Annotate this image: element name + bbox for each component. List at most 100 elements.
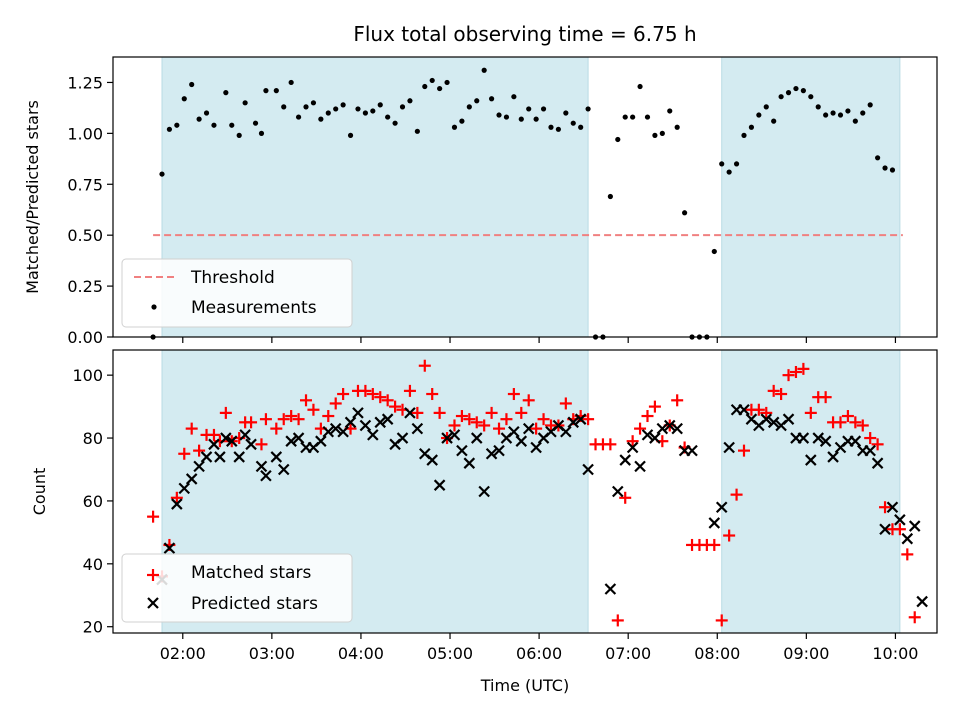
predicted-star-point: [456, 444, 468, 457]
predicted-star-point: [478, 485, 490, 498]
predicted-star-point: [404, 407, 416, 419]
measurement-point: [229, 122, 235, 128]
matched-star-point: [329, 397, 342, 410]
matched-star-point: [259, 413, 272, 426]
predicted-star-point: [649, 432, 661, 444]
matched-star-point: [559, 397, 572, 410]
x-axis-title: Time (UTC): [480, 676, 569, 695]
matched-star-point: [448, 419, 461, 432]
matched-star-point: [455, 410, 468, 423]
top-y-axis-title: Matched/Predicted stars: [23, 100, 42, 294]
matched-star-point: [582, 413, 595, 426]
measurement-point: [533, 116, 539, 122]
matched-star-point: [500, 413, 513, 426]
y-tick-label: 40: [83, 555, 103, 574]
predicted-star-point: [634, 460, 646, 473]
y-tick-label: 1.25: [67, 73, 103, 92]
matched-star-point: [418, 359, 431, 372]
matched-star-point: [737, 444, 750, 457]
measurement-point: [630, 114, 636, 120]
matched-star-point: [537, 413, 550, 426]
matched-star-point: [255, 438, 268, 451]
measurement-point: [815, 104, 821, 110]
measurement-points: [150, 67, 896, 340]
measurement-point: [711, 248, 717, 255]
matched-star-point: [834, 416, 847, 429]
matched-star-point: [767, 384, 780, 397]
measurement-point: [607, 193, 613, 200]
predicted-star-point: [285, 435, 297, 447]
predicted-star-point: [508, 425, 520, 438]
predicted-star-point: [337, 425, 349, 438]
predicted-star-point: [315, 435, 327, 447]
measurement-point: [659, 130, 665, 136]
predicted-star-point: [270, 451, 283, 463]
x-tick-label: 09:00: [783, 644, 829, 663]
measurement-point: [429, 77, 435, 84]
measurement-point: [263, 88, 269, 94]
measurement-point: [889, 167, 896, 173]
top-panel: 0.00 0.25 0.50 0.75 1.00 1.25 Matched/Predict…: [23, 56, 938, 347]
y-tick-label: 60: [83, 492, 103, 511]
matched-star-point: [530, 422, 543, 435]
measurement-point: [392, 120, 398, 126]
measurement-point: [159, 171, 165, 177]
predicted-star-point: [260, 469, 272, 482]
predicted-star-point: [367, 429, 379, 441]
measurement-point: [763, 104, 769, 110]
matched-star-point: [782, 369, 795, 382]
predicted-star-point: [864, 444, 876, 457]
measurement-point: [258, 130, 265, 136]
measurement-point: [503, 114, 510, 120]
matched-star-point: [760, 406, 773, 419]
measurement-point: [548, 124, 554, 130]
predicted-star-point: [908, 520, 921, 532]
measurement-point: [223, 90, 229, 96]
top-axes-frame: [112, 56, 938, 338]
measurement-point: [778, 94, 784, 100]
measurement-point: [370, 108, 376, 114]
matched-star-point: [619, 491, 632, 504]
matched-star-point: [359, 384, 372, 397]
predicted-star-point: [530, 441, 542, 454]
predicted-star-point: [626, 441, 639, 454]
predicted-star-point: [485, 447, 498, 460]
measurement-point: [682, 210, 688, 216]
matched-star-point: [292, 413, 305, 426]
matched-star-point: [879, 501, 892, 514]
measurement-point: [511, 94, 517, 100]
measurement-point: [496, 112, 502, 118]
measurement-point: [615, 136, 621, 143]
matched-star-point: [178, 447, 191, 460]
measurement-point: [518, 116, 524, 122]
matched-star-point: [366, 388, 379, 401]
matched-star-point: [463, 413, 476, 426]
predicted-star-point: [849, 435, 862, 447]
measurement-point: [474, 98, 480, 104]
predicted-star-point: [916, 595, 928, 608]
measurement-point: [340, 102, 346, 108]
matched-star-point: [893, 523, 906, 536]
predicted-star-point: [723, 441, 735, 454]
measurement-point: [211, 122, 217, 128]
matched-star-point: [671, 394, 684, 407]
measurement-point: [399, 104, 406, 110]
measurement-point: [622, 114, 628, 120]
measurement-point: [203, 110, 210, 116]
measurement-point: [252, 120, 259, 126]
top-x-ticks: [182, 337, 897, 343]
matched-star-point: [819, 391, 832, 404]
predicted-star-point: [641, 429, 654, 441]
y-tick-label: 0.75: [67, 175, 103, 194]
matched-star-point: [507, 388, 520, 401]
predicted-star-point: [470, 432, 483, 444]
predicted-star-point: [359, 419, 372, 432]
predicted-star-point: [426, 454, 438, 466]
predicted-star-point: [567, 416, 580, 429]
measurement-point: [563, 110, 569, 116]
matched-star-point: [389, 400, 402, 413]
predicted-star-point: [871, 457, 884, 469]
measurement-point: [637, 83, 643, 90]
predicted-star-point: [292, 432, 305, 444]
predicted-star-point: [448, 429, 461, 441]
